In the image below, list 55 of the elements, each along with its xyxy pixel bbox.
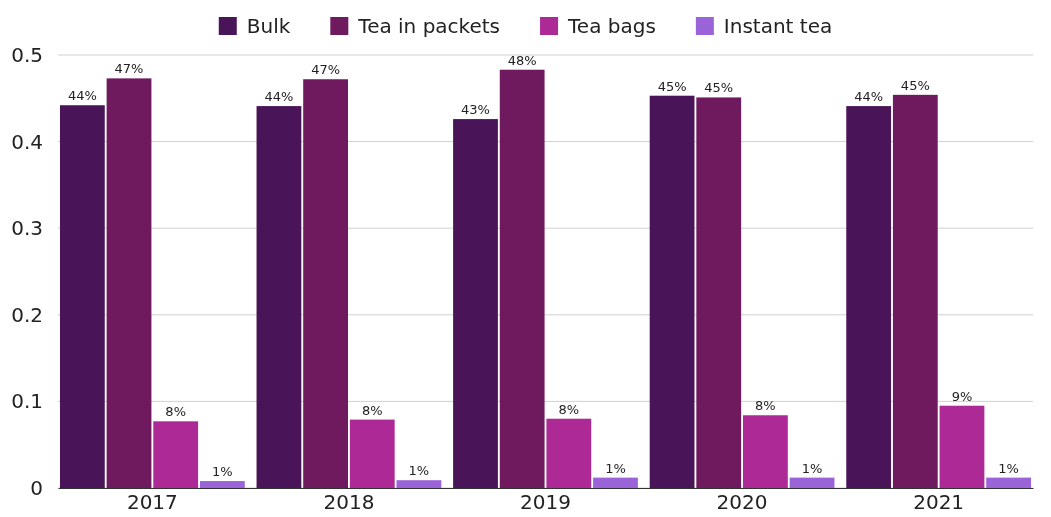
legend-label: Tea in packets: [357, 14, 501, 38]
bar: [199, 481, 245, 488]
data-label: 45%: [900, 77, 930, 93]
bar: [649, 95, 695, 488]
y-tick-label: 0.2: [11, 302, 43, 327]
bar: [892, 94, 938, 488]
data-label: 45%: [657, 78, 687, 94]
data-label: 45%: [704, 80, 734, 96]
y-tick-label: 0: [30, 475, 43, 500]
data-label: 9%: [951, 388, 973, 404]
bar: [153, 421, 199, 488]
x-tick-label: 2021: [913, 490, 965, 514]
data-label: 1%: [998, 460, 1019, 476]
bar: [499, 69, 545, 488]
y-tick-label: 0.1: [11, 389, 43, 414]
bar: [396, 480, 442, 488]
data-label: 8%: [361, 402, 383, 418]
bar: [846, 106, 892, 488]
legend-label: Bulk: [246, 14, 291, 38]
bar: [593, 477, 638, 488]
x-tick-label: 2018: [323, 490, 375, 514]
bar: [349, 419, 395, 488]
bar: [106, 78, 152, 488]
data-label: 44%: [264, 89, 294, 105]
data-label: 47%: [114, 61, 144, 77]
data-label: 8%: [558, 401, 580, 417]
legend-label: Tea bags: [567, 14, 656, 38]
bar: [789, 477, 835, 488]
bar: [939, 405, 985, 488]
x-tick-label: 2017: [126, 490, 178, 514]
y-tick-label: 0.4: [11, 129, 43, 154]
data-label: 8%: [755, 398, 776, 414]
legend-label: Instant tea: [723, 14, 833, 38]
data-label: 1%: [408, 463, 430, 479]
bar: [743, 415, 788, 488]
data-label: 43%: [461, 102, 490, 118]
bar: [696, 97, 742, 488]
data-label: 1%: [212, 464, 233, 480]
data-label: 48%: [507, 52, 537, 68]
data-label: 1%: [801, 460, 823, 476]
bar: [256, 106, 302, 488]
data-label: 44%: [854, 89, 884, 105]
data-label: 1%: [605, 460, 626, 476]
x-tick-label: 2019: [520, 490, 571, 514]
x-tick-label: 2020: [716, 490, 768, 514]
y-tick-label: 0.3: [11, 216, 43, 241]
data-label: 8%: [165, 404, 186, 420]
bar: [546, 418, 592, 488]
bar: [59, 105, 105, 488]
bar: [453, 119, 498, 488]
data-label: 44%: [67, 88, 97, 104]
bar: [303, 79, 348, 488]
data-label: 47%: [311, 62, 341, 78]
y-tick-label: 0.5: [11, 42, 43, 67]
bar: [986, 477, 1032, 488]
